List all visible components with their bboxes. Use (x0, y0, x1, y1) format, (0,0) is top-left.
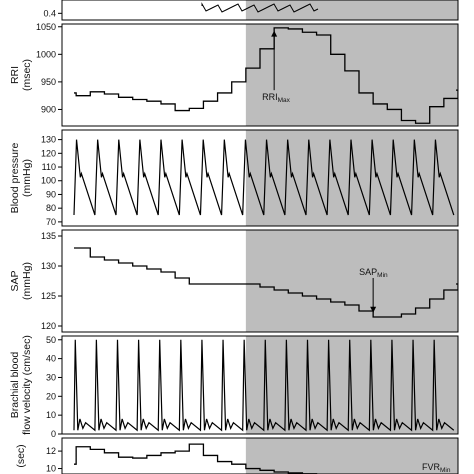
panel-rri: 900 950 1000 1050 RRI (msec) RRIMax (9, 22, 459, 127)
y-axis-label: (sec) (15, 444, 27, 467)
panel-frame (61, 129, 459, 227)
annotation-label: RRIMax (262, 92, 291, 104)
y-tick-label: 110 (42, 162, 56, 172)
panel-frame (61, 229, 459, 333)
panel-fvr: 10 12 (sec) FVRMin (15, 437, 459, 474)
y-tick-label: 950 (41, 77, 56, 87)
y-axis-label: RRI (9, 66, 21, 84)
panel-frame (61, 0, 459, 21)
y-tick-label: 70 (46, 217, 56, 227)
y-tick-label: 12 (46, 446, 56, 456)
series-line (74, 443, 318, 474)
y-tick-label: 125 (41, 291, 56, 301)
y-tick-label: 10 (46, 464, 56, 474)
y-tick-label: 120 (41, 148, 56, 158)
shaded-region (245, 230, 458, 332)
y-tick-label: 10 (46, 410, 56, 420)
y-tick-label: 135 (41, 231, 56, 241)
panel-top: 0.4 (43, 0, 459, 21)
panel-frame (61, 335, 459, 435)
waveform-line (73, 339, 455, 432)
y-tick-label: 100 (41, 176, 56, 186)
y-axis-label: SAP (9, 270, 21, 291)
y-tick-label: 130 (41, 135, 56, 145)
y-tick-label: 30 (46, 372, 56, 382)
y-tick-label: 130 (41, 261, 56, 271)
y-axis-label: (mmHg) (21, 262, 33, 300)
y-tick-label: 90 (46, 189, 56, 199)
y-tick-label: 1050 (36, 22, 56, 32)
annotation-arrowhead (271, 30, 278, 37)
y-tick-label: 80 (46, 203, 56, 213)
y-axis-label: flow velocity (cm/sec) (21, 335, 33, 435)
series-line (74, 247, 458, 318)
shaded-region (245, 438, 458, 474)
y-tick-label: 900 (41, 104, 56, 114)
y-tick-label: 50 (46, 335, 56, 345)
panel-frame (61, 437, 459, 474)
annotation-label: FVRMin (422, 462, 451, 474)
y-tick-label: 40 (46, 354, 56, 364)
shaded-region (245, 0, 458, 20)
annotation-arrowhead (370, 306, 377, 313)
y-tick-label: 0.4 (43, 8, 56, 18)
y-axis-label: Blood pressure (9, 143, 21, 214)
y-tick-label: 1000 (36, 49, 56, 59)
shaded-region (245, 24, 458, 126)
y-axis-label: (mmHg) (21, 159, 33, 197)
y-tick-label: 20 (46, 391, 56, 401)
waveform-line (73, 139, 455, 216)
y-axis-label: (msec) (21, 59, 33, 91)
panel-sap: 120 125 130 135 SAP (mmHg) SAPMin (9, 229, 459, 333)
panel-frame (61, 23, 459, 127)
series-line (74, 27, 458, 124)
panel-bp: 70 80 90 100 110 120 130 Blood pressure (mmHg) (9, 129, 459, 227)
y-axis-label: Brachial blood (9, 352, 21, 419)
y-tick-label: 0 (51, 429, 56, 439)
y-tick-label: 120 (41, 321, 56, 331)
trace-line (201, 2, 319, 13)
annotation-label: SAPMin (359, 267, 388, 279)
panel-bbfv: 0 10 20 30 40 50 Brachial blood flow velocity (… (9, 335, 459, 439)
